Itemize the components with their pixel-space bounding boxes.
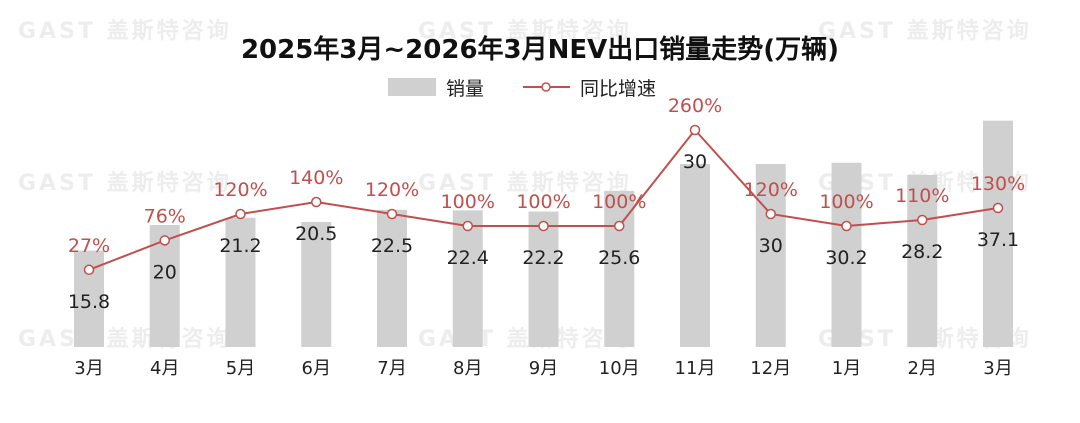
watermark-text: GAST 盖斯特咨询 xyxy=(418,170,632,196)
growth-point xyxy=(917,214,928,226)
growth-value-label: 100% xyxy=(441,191,495,213)
legend-bar-swatch xyxy=(388,78,436,96)
watermark-text: GAST 盖斯特咨询 xyxy=(18,18,232,44)
growth-point xyxy=(841,220,852,232)
bar-value-label: 30 xyxy=(759,235,783,257)
growth-point xyxy=(83,264,95,276)
growth-value-label: 120% xyxy=(213,179,267,201)
watermark-text: GAST 盖斯特咨询 xyxy=(18,326,232,352)
x-tick-label: 11月 xyxy=(675,358,716,379)
watermark-text: GAST 盖斯特咨询 xyxy=(818,18,1032,44)
bar xyxy=(755,164,786,347)
bar xyxy=(680,164,710,347)
growth-value-label: 76% xyxy=(144,205,186,227)
growth-point xyxy=(689,124,701,136)
legend-line-marker xyxy=(541,82,551,92)
bar xyxy=(301,221,332,347)
x-tick-label: 6月 xyxy=(302,358,331,379)
growth-point xyxy=(538,220,549,232)
x-tick-label: 12月 xyxy=(750,358,791,379)
x-tick-label: 1月 xyxy=(832,358,861,379)
bar-value-label: 22.5 xyxy=(371,235,413,257)
legend: 销量 同比增速 xyxy=(388,78,656,100)
x-tick-label: 7月 xyxy=(377,358,406,379)
bar xyxy=(528,211,559,347)
bar-value-label: 25.6 xyxy=(598,247,640,269)
bar-value-label: 28.2 xyxy=(901,241,943,263)
watermark-text: GAST 盖斯特咨询 xyxy=(418,18,632,44)
x-tick-label: 8月 xyxy=(453,358,482,379)
growth-point xyxy=(462,220,473,232)
bar xyxy=(831,162,862,347)
x-axis-ticks: 3月 4月 5月 6月 7月 8月 9月 10月 11月 12月 1月 2月 3月 xyxy=(74,358,1012,379)
bar xyxy=(604,190,635,347)
growth-value-label: 140% xyxy=(289,167,343,189)
bar xyxy=(225,217,256,347)
bars-layer xyxy=(74,120,1013,347)
bar xyxy=(983,120,1013,347)
growth-point xyxy=(765,208,776,220)
x-tick-label: 3月 xyxy=(74,358,103,379)
chart-title: 2025年3月~2026年3月NEV出口销量走势(万辆) xyxy=(241,34,839,65)
growth-point xyxy=(311,196,322,208)
bar xyxy=(907,174,938,347)
growth-point xyxy=(386,208,398,220)
x-tick-label: 5月 xyxy=(226,358,255,379)
legend-bar-label: 销量 xyxy=(446,78,484,100)
growth-value-label: 100% xyxy=(516,191,570,213)
legend-line-label: 同比增速 xyxy=(580,78,656,100)
growth-point xyxy=(159,235,170,246)
bar-value-label: 22.2 xyxy=(522,247,564,269)
bar xyxy=(452,210,483,347)
growth-point xyxy=(235,208,246,220)
growth-value-label: 260% xyxy=(668,95,722,117)
x-tick-label: 2月 xyxy=(908,358,937,379)
bar-labels-layer: 15.8 20 21.2 20.5 22.5 22.4 22.2 25.6 30 30 30.2 28… xyxy=(68,151,1019,313)
x-tick-label: 9月 xyxy=(529,358,558,379)
growth-labels-layer: 27% 76% 120% 140% 120% 100% 100% 100% 260% 120% 10… xyxy=(68,95,1025,257)
bar-value-label: 21.2 xyxy=(219,235,261,257)
bar-value-label: 37.1 xyxy=(977,229,1019,251)
bar-value-label: 15.8 xyxy=(68,291,110,313)
growth-value-label: 120% xyxy=(744,179,798,201)
growth-value-label: 100% xyxy=(819,191,873,213)
watermark-text: GAST 盖斯特咨询 xyxy=(418,326,632,352)
bar-value-label: 30.2 xyxy=(825,247,867,269)
bar xyxy=(377,209,407,347)
bar-value-label: 20 xyxy=(153,261,177,283)
growth-value-label: 27% xyxy=(68,235,110,257)
growth-value-label: 130% xyxy=(971,173,1025,195)
watermark-text: GAST 盖斯特咨询 xyxy=(18,170,232,196)
growth-line-layer xyxy=(83,124,1004,276)
x-tick-label: 4月 xyxy=(150,358,179,379)
x-tick-label: 3月 xyxy=(983,358,1012,379)
growth-value-label: 110% xyxy=(895,185,949,207)
bar-value-label: 22.4 xyxy=(447,247,489,269)
bar-value-label: 30 xyxy=(683,151,707,173)
bar-value-label: 20.5 xyxy=(295,223,337,245)
growth-point xyxy=(992,202,1004,214)
growth-point xyxy=(614,220,625,232)
growth-value-label: 120% xyxy=(365,179,419,201)
x-tick-label: 10月 xyxy=(599,358,640,379)
growth-value-label: 100% xyxy=(592,191,646,213)
